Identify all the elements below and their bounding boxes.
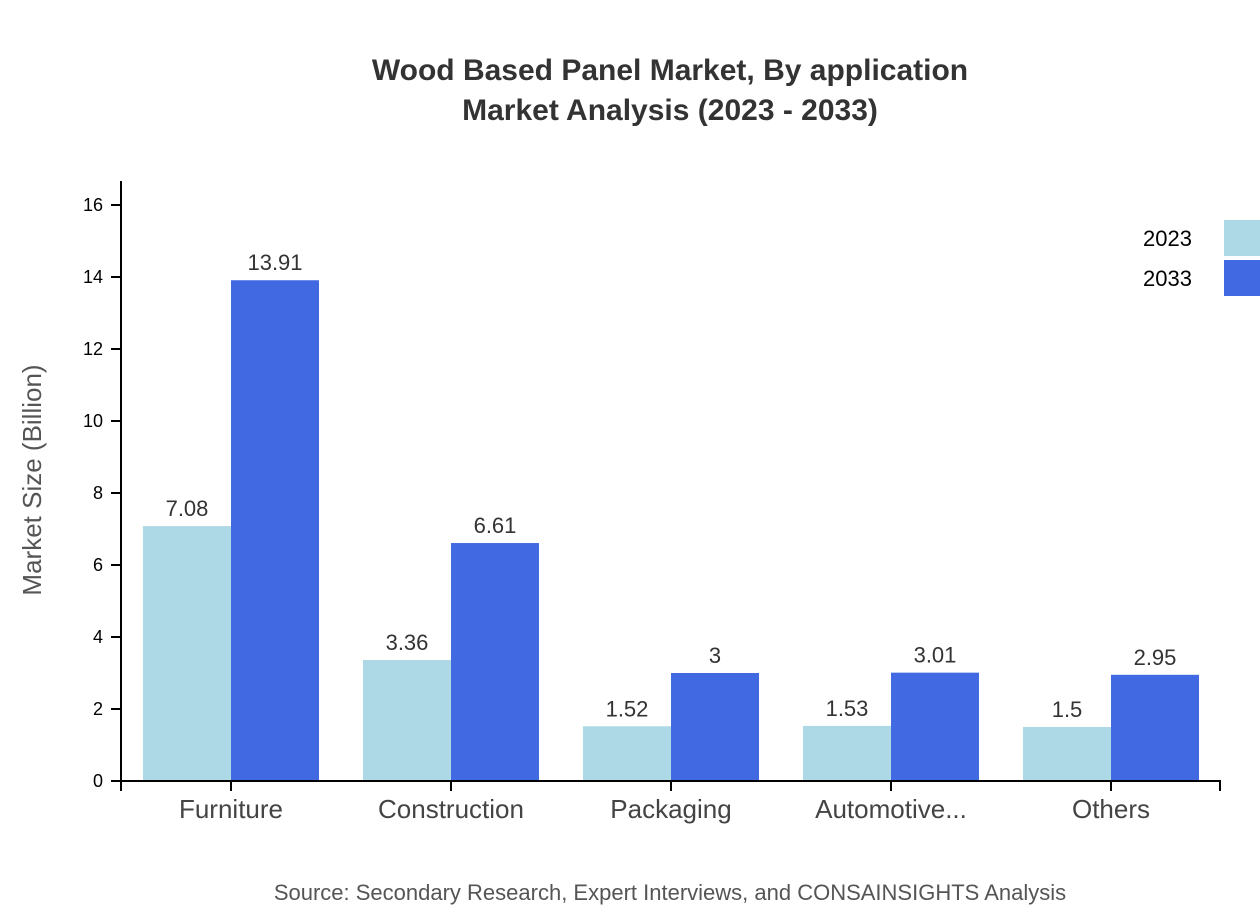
bar-2023 — [1023, 727, 1111, 781]
data-label-2023: 7.08 — [166, 496, 209, 521]
y-tick-label: 16 — [83, 195, 103, 215]
chart-title: Wood Based Panel Market, By application — [372, 54, 968, 87]
y-tick-label: 8 — [93, 483, 103, 503]
bar-2023 — [803, 725, 891, 781]
data-label-2033: 2.95 — [1134, 645, 1177, 670]
source-note: Source: Secondary Research, Expert Inter… — [274, 880, 1066, 905]
y-tick-label: 6 — [93, 555, 103, 575]
data-label-2023: 1.5 — [1052, 697, 1083, 722]
y-tick-label: 2 — [93, 699, 103, 719]
data-label-2023: 1.53 — [826, 696, 869, 721]
bar-2033 — [1111, 674, 1199, 781]
y-tick-label: 0 — [93, 771, 103, 791]
y-tick-label: 12 — [83, 339, 103, 359]
legend-label-2033: 2033 — [1143, 266, 1192, 291]
x-tick-label: Others — [1072, 794, 1150, 824]
x-tick-label: Automotive... — [815, 794, 967, 824]
plot-area: 0 2 4 6 8 10 12 14 16 Furniture 7.08 13.91 Construct… — [83, 195, 1199, 824]
bar-2023 — [143, 526, 231, 781]
legend-label-2023: 2023 — [1143, 226, 1192, 251]
y-tick-label: 10 — [83, 411, 103, 431]
data-label-2023: 3.36 — [386, 630, 429, 655]
data-label-2023: 1.52 — [606, 696, 649, 721]
y-axis-label: Market Size (Billion) — [17, 364, 47, 595]
data-label-2033: 3 — [709, 643, 721, 668]
bar-2023 — [363, 660, 451, 781]
x-tick-label: Packaging — [610, 794, 731, 824]
y-tick-label: 14 — [83, 267, 103, 287]
bar-2023 — [583, 726, 671, 781]
legend-swatch-2023 — [1224, 220, 1260, 256]
bar-2033 — [231, 280, 319, 781]
legend: 2023 2033 — [1143, 220, 1260, 296]
chart-subtitle: Market Analysis (2023 - 2033) — [462, 94, 878, 127]
data-label-2033: 6.61 — [474, 513, 517, 538]
data-label-2033: 13.91 — [247, 250, 302, 275]
data-label-2033: 3.01 — [914, 643, 957, 668]
bar-2033 — [451, 543, 539, 781]
x-tick-label: Construction — [378, 794, 524, 824]
legend-swatch-2033 — [1224, 260, 1260, 296]
bar-2033 — [671, 673, 759, 781]
y-tick-label: 4 — [93, 627, 103, 647]
bar-2033 — [891, 672, 979, 781]
x-tick-label: Furniture — [179, 794, 283, 824]
